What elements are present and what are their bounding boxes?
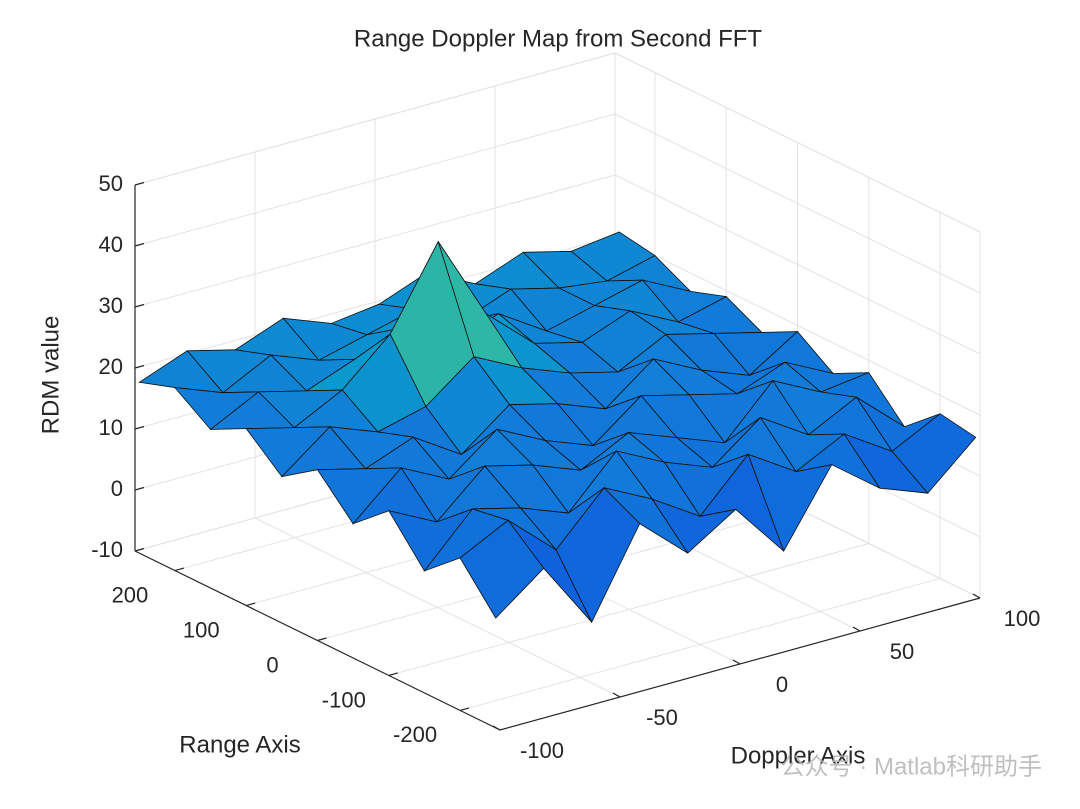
y-tick-label: 0 — [266, 652, 278, 677]
z-tick — [134, 303, 145, 308]
y-tick — [317, 637, 327, 642]
x-axis-label: Doppler Axis — [731, 742, 866, 769]
x-tick — [852, 626, 861, 632]
axes: -1001020304050-200-1000100200-100-500501… — [91, 171, 1040, 763]
x-tick — [492, 725, 501, 731]
z-tick — [134, 181, 145, 186]
z-tick-label: -10 — [91, 537, 123, 562]
grid-line — [459, 577, 941, 711]
y-tick — [459, 707, 470, 711]
x-tick-label: -100 — [520, 738, 564, 763]
chart-title: Range Doppler Map from Second FFT — [354, 25, 763, 52]
z-axis-label: RDM value — [37, 316, 64, 435]
y-tick-label: -200 — [393, 722, 437, 747]
z-tick-label: 10 — [99, 415, 123, 440]
z-tick — [134, 486, 145, 491]
z-tick-label: 50 — [99, 171, 123, 196]
grid-line — [388, 542, 869, 676]
y-tick — [246, 602, 256, 607]
z-tick — [134, 547, 145, 552]
x-tick — [732, 659, 741, 665]
x-tick-label: 50 — [890, 639, 914, 664]
surface — [138, 231, 977, 624]
y-tick — [388, 672, 398, 677]
watermark: 公众号 · Matlab科研助手 — [781, 753, 1042, 780]
y-tick — [174, 567, 185, 572]
z-tick — [134, 364, 145, 369]
y-tick-label: 100 — [183, 617, 220, 642]
surface-patch — [459, 519, 545, 619]
z-tick-label: 20 — [99, 354, 123, 379]
z-tick — [134, 242, 145, 247]
x-tick — [972, 593, 981, 599]
y-tick-label: 200 — [112, 582, 149, 607]
z-tick-label: 40 — [99, 232, 123, 257]
z-tick — [134, 425, 145, 430]
x-tick-label: 0 — [776, 672, 788, 697]
z-tick-label: 0 — [111, 476, 123, 501]
x-tick — [612, 692, 621, 698]
y-axis-label: Range Axis — [179, 731, 300, 758]
x-tick-label: 100 — [1004, 606, 1041, 631]
x-tick-label: -50 — [646, 705, 678, 730]
z-tick-label: 30 — [99, 293, 123, 318]
y-tick-label: -100 — [322, 687, 366, 712]
